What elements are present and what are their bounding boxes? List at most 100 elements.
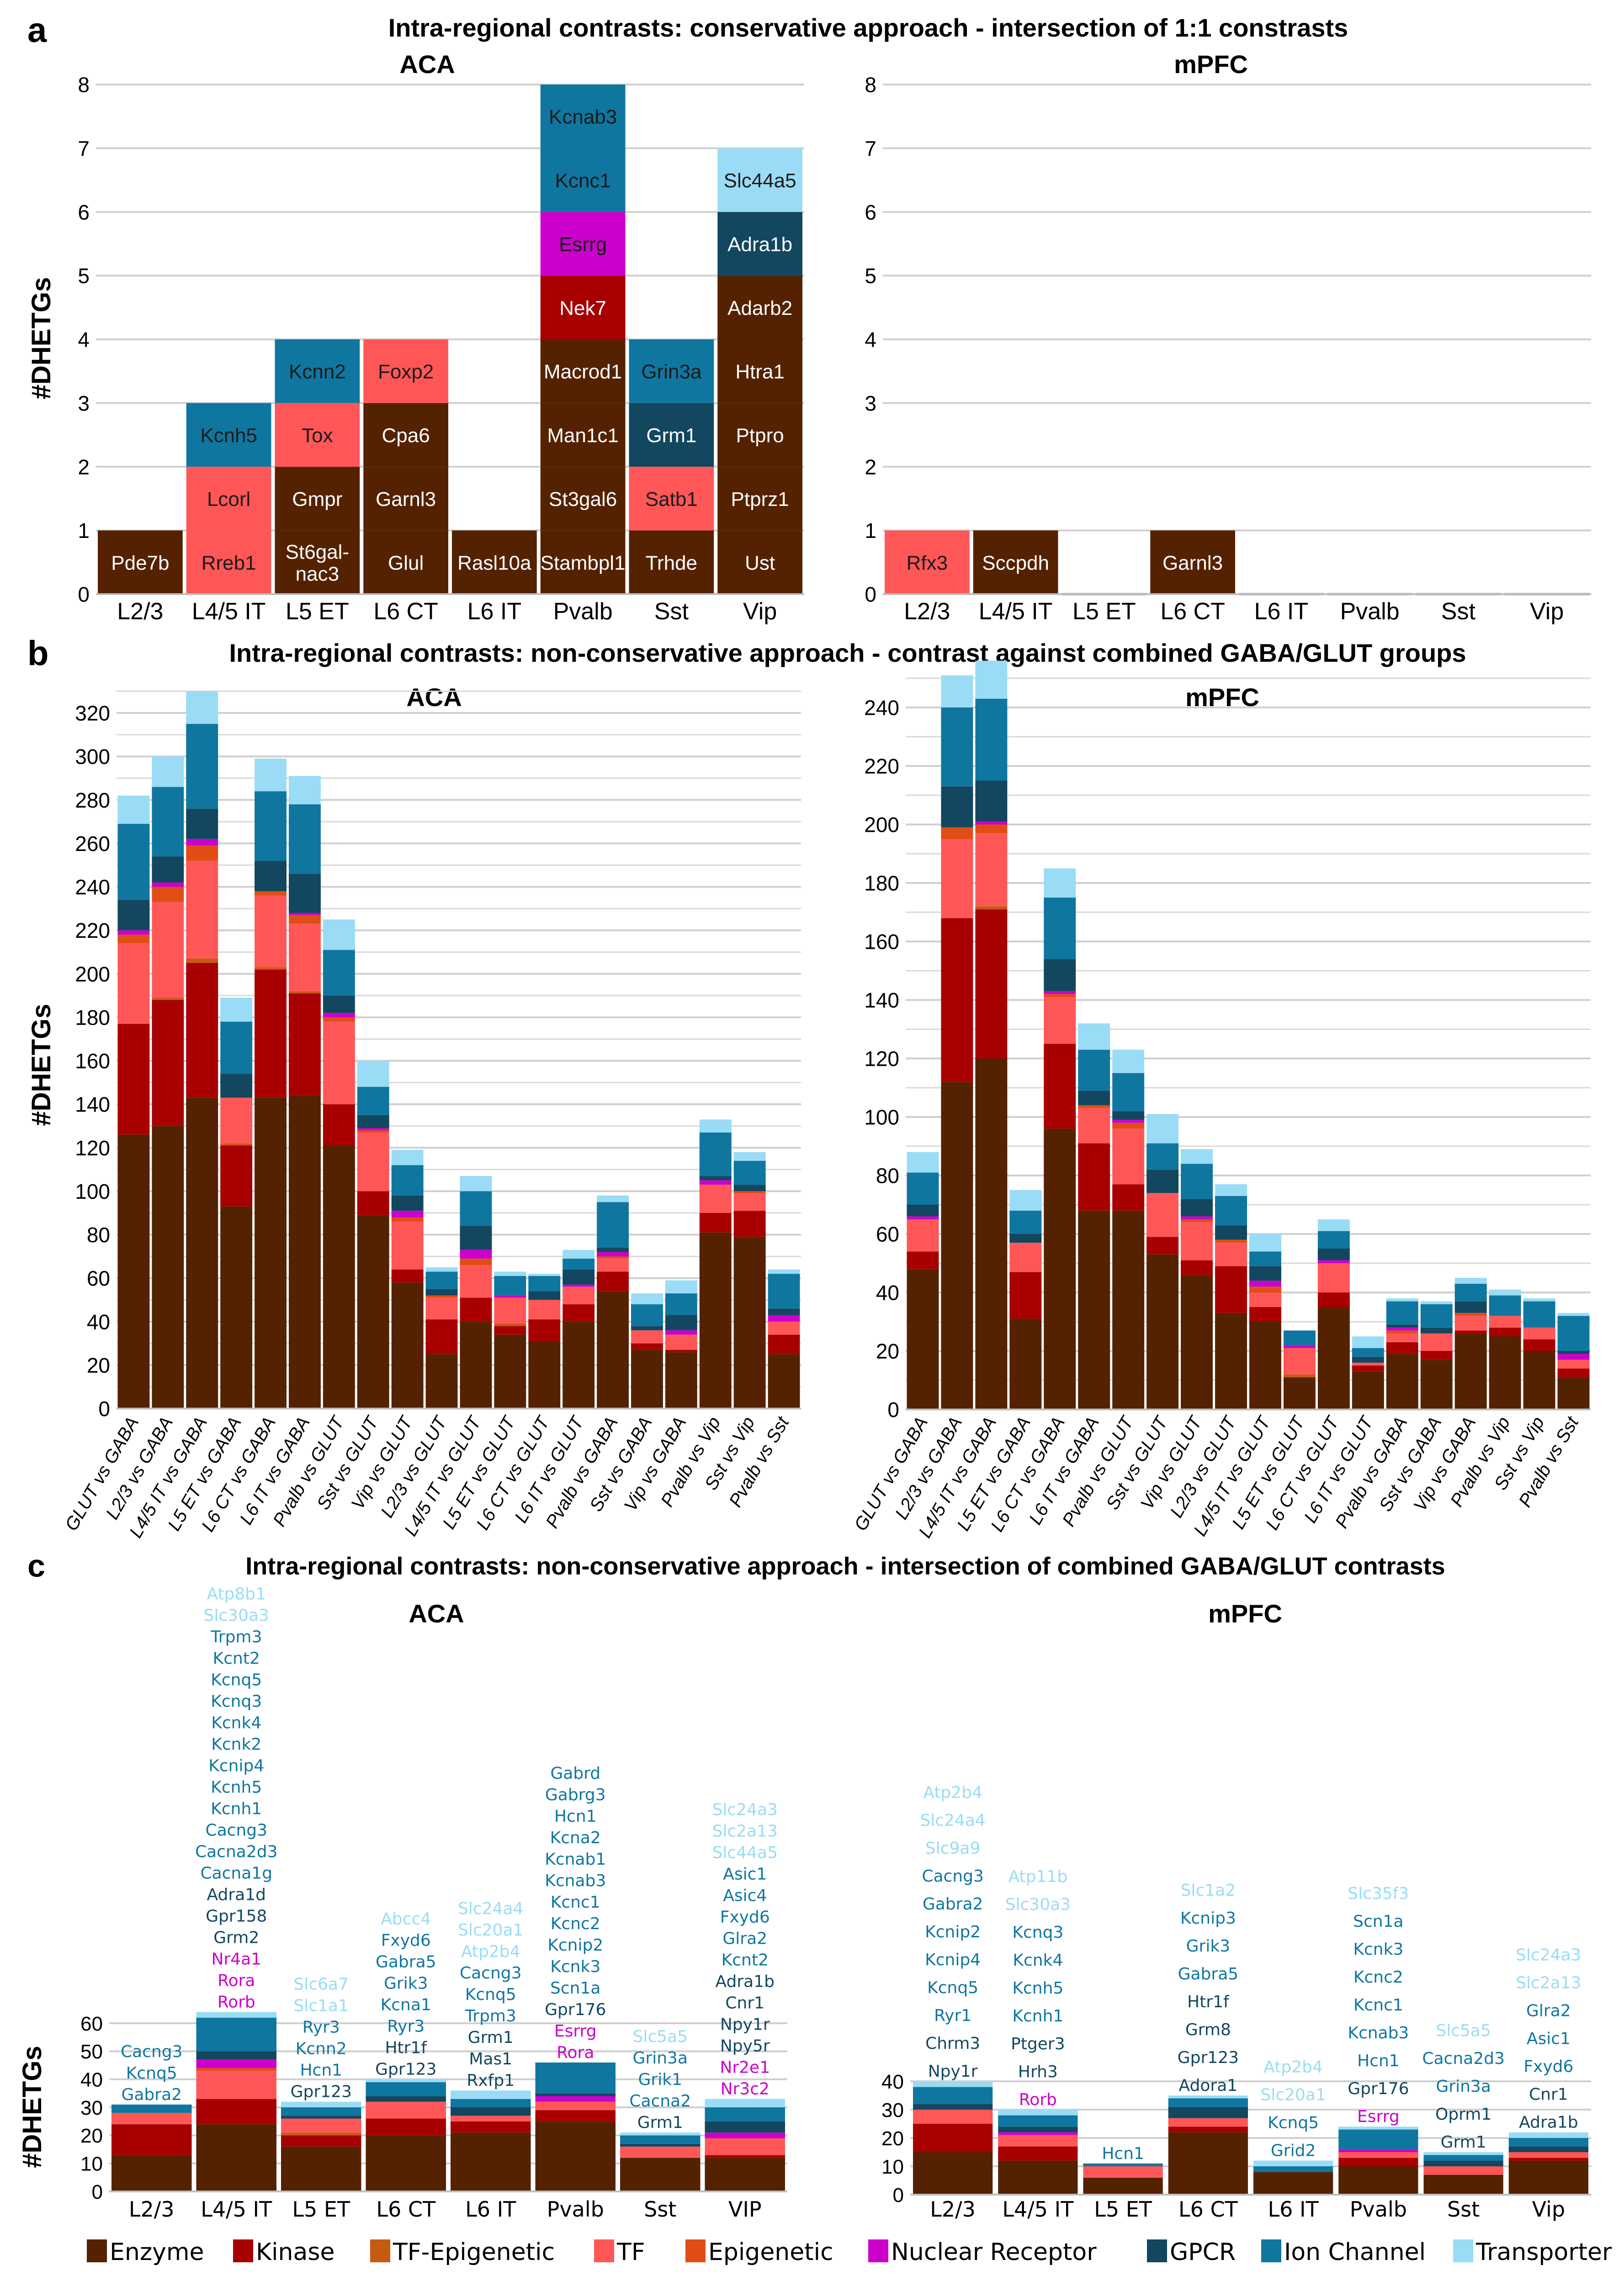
gene-annotation: Kcnip3 <box>1180 1909 1236 1928</box>
bar-segment-enzyme <box>535 2121 616 2191</box>
bar-segment-ion_channel <box>1420 1304 1453 1328</box>
legend-label: TF <box>616 2239 645 2266</box>
bar-segment-gpcr <box>460 1226 492 1250</box>
gene-annotation: Gpr176 <box>1348 2079 1409 2098</box>
y-tick-label: 200 <box>75 962 110 986</box>
bar-segment-enzyme <box>907 1269 939 1409</box>
bar-segment-transporter <box>366 2079 446 2082</box>
gene-label: Grin3a <box>641 361 702 383</box>
bar-segment-gpcr <box>620 2143 701 2147</box>
bar-segment-ion_channel <box>1009 1210 1042 1234</box>
gene-annotation: Atp2b4 <box>1263 2058 1323 2077</box>
legend-item-nuclear_receptor: Nuclear Receptor <box>868 2239 1097 2266</box>
bar-segment-gpcr <box>717 212 802 276</box>
gene-label: Htra1 <box>735 361 785 383</box>
bar-segment-tf <box>631 1330 663 1344</box>
bar-segment-kinase <box>1386 1342 1418 1354</box>
bar-segment-transporter <box>941 675 973 707</box>
legend-item-tf_epigenetic: TF-Epigenetic <box>370 2239 555 2266</box>
bar-stack: Rora Esrrg Gpr176 Scn1a Kcnk3 Kcnip2 Kcnc2 Kcnc… <box>535 1764 616 2191</box>
bar-stack: Grm1 Oprm1 Grin3a Cacna2d3 Slc5a5 <box>1422 2021 1505 2195</box>
y-tick-label: 2 <box>78 455 90 479</box>
bar-segment-kinase <box>563 1304 595 1322</box>
x-tick-label: L4/5 IT <box>192 598 266 625</box>
bar-segment-ion_channel <box>186 403 271 467</box>
bar-segment-kinase <box>631 1343 663 1350</box>
bar-segment-gpcr <box>631 1326 663 1330</box>
bar-segment-enzyme <box>717 276 802 340</box>
bar-segment-enzyme <box>425 1354 458 1409</box>
bar-segment-enzyme <box>1423 2175 1503 2195</box>
gene-label: Esrrg <box>559 233 607 255</box>
bar-segment-gpcr <box>366 2096 446 2102</box>
bar-segment-nuclear_receptor <box>1338 2149 1418 2152</box>
x-tick-label: Sst <box>644 2197 676 2222</box>
bar-segment-kinase <box>1523 1339 1555 1351</box>
x-tick-label: Sst <box>654 598 689 625</box>
y-tick-label: 200 <box>864 813 899 837</box>
x-tick-label: L6 CT <box>373 598 438 625</box>
bar-segment-gpcr <box>186 808 218 839</box>
bar-stack: Gpr123 Hcn1 Kcnn2 Ryr3 Slc1a1 Slc6a7 <box>281 1975 361 2191</box>
bar-stack <box>941 675 973 1409</box>
gene-annotation: Cacna2d3 <box>1422 2049 1505 2068</box>
bar-segment-enzyme <box>323 1145 355 1409</box>
bar-segment-kinase <box>1489 1327 1521 1336</box>
x-tick-label: L4/5 IT <box>979 598 1053 625</box>
bar-segment-enzyme <box>1386 1354 1418 1409</box>
bar-segment-ion_channel <box>117 824 150 900</box>
bar-segment-kinase <box>357 1191 389 1215</box>
bar-segment-ion_channel <box>1508 2138 1588 2147</box>
bar-segment-enzyme <box>1249 1322 1281 1409</box>
gene-annotation: Mas1 <box>469 2050 512 2069</box>
bar-stack <box>289 776 321 1409</box>
gene-label: Nek7 <box>559 297 606 319</box>
bar-segment-tf <box>1009 1243 1042 1272</box>
bar-segment-enzyme <box>1078 1210 1110 1409</box>
bar-segment-tf <box>1249 1292 1281 1307</box>
y-axis-label: #DHETGs <box>17 2046 47 2168</box>
bar-segment-gpcr <box>768 1308 800 1315</box>
bar-segment-nuclear_receptor <box>768 1315 800 1322</box>
bar-segment-gpcr <box>1146 1170 1179 1193</box>
gene-annotation: Kcnc1 <box>1353 1996 1403 2015</box>
gene-label: Kcnh5 <box>200 425 257 447</box>
bar-segment-transporter <box>220 998 253 1022</box>
gene-annotation: Kcnt2 <box>213 1649 260 1668</box>
y-tick-label: 60 <box>80 2013 103 2035</box>
bar-segment-transporter <box>425 1267 458 1272</box>
gene-annotation: Slc24a4 <box>920 1811 985 1830</box>
bar-segment-transporter <box>699 1119 732 1133</box>
gene-annotation: Atp11b <box>1008 1867 1068 1886</box>
bar-segment-ion_channel <box>1386 1301 1418 1325</box>
bar-segment-ion_channel <box>733 1160 766 1185</box>
bar-stack <box>733 1152 766 1409</box>
gene-annotation: Hcn1 <box>554 1807 597 1826</box>
bar-segment-transporter <box>1557 1313 1590 1316</box>
bar-segment-enzyme <box>1181 1275 1213 1409</box>
bar-segment-enzyme <box>913 2152 993 2195</box>
gene-annotation: Slc6a7 <box>293 1975 349 1994</box>
y-tick-label: 30 <box>881 2099 904 2122</box>
gene-annotation: Cacng3 <box>460 1964 522 1983</box>
gene-annotation: Npy5r <box>720 2037 770 2056</box>
bar-segment-tf <box>281 2118 361 2133</box>
bar-segment-ion_channel <box>998 2115 1078 2127</box>
bar-segment-enzyme <box>620 2158 701 2191</box>
legend-label: Kinase <box>256 2239 334 2266</box>
gene-annotation: Asic1 <box>1527 2030 1571 2048</box>
bar-segment-kinase <box>281 2135 361 2147</box>
bar-segment-enzyme <box>186 1097 218 1409</box>
bar-segment-kinase <box>1168 2127 1248 2132</box>
bar-segment-transporter <box>255 758 287 792</box>
x-tick-label: L2/3 <box>117 598 163 625</box>
bar-segment-kinase <box>665 1350 697 1352</box>
panel-letter-c: c <box>27 1548 45 1584</box>
bar-segment-gpcr <box>281 2116 361 2119</box>
gene-label-line: Stambpl1 <box>541 552 626 574</box>
gene-annotation: Slc9a9 <box>925 1839 981 1858</box>
x-tick-label: Vip <box>1532 2197 1565 2222</box>
y-tick-label: 180 <box>864 872 899 895</box>
bar-segment-nuclear_receptor <box>460 1250 492 1259</box>
gene-label: Garnl3 <box>376 488 436 511</box>
